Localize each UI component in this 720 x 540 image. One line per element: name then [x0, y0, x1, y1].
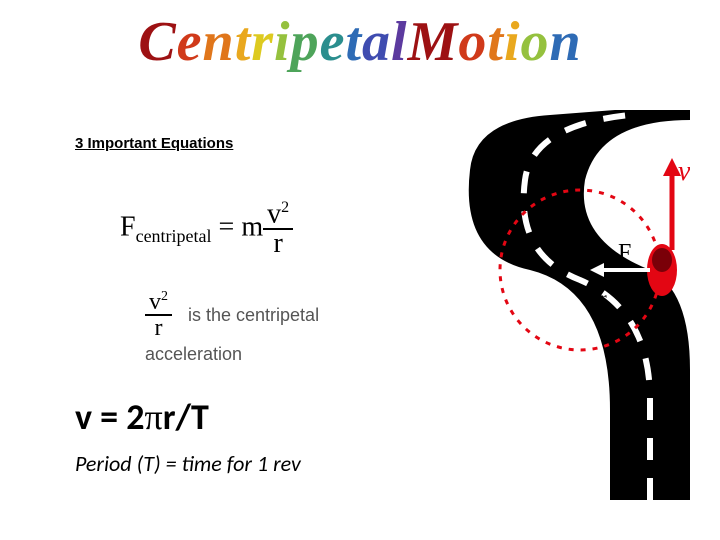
car-window [652, 248, 672, 272]
eq1-lhs-base: F [120, 212, 136, 243]
eq1-frac: v2 r [263, 200, 293, 258]
equation-acceleration: v2 r is the centripetal acceleration [145, 290, 319, 367]
v-label: v [678, 156, 690, 187]
centripetal-diagram: r F v [430, 110, 690, 500]
equation-velocity: v = 2πr/T [75, 395, 209, 439]
period-note: Period (T) = time for 1 rev [75, 450, 301, 477]
eq1-coef: m [241, 212, 263, 243]
road-shape [469, 110, 690, 500]
eq2-frac: v2 r [145, 290, 172, 340]
equation-force: Fcentripetal = m v2 r [120, 200, 293, 258]
eq1-equals: = [219, 212, 242, 243]
r-label: r [600, 288, 607, 310]
page-title: Centripetal Motion [0, 0, 720, 74]
subtitle: 3 Important Equations [75, 135, 233, 152]
eq1-lhs-sub: centripetal [136, 226, 212, 246]
F-label: F [618, 240, 631, 266]
